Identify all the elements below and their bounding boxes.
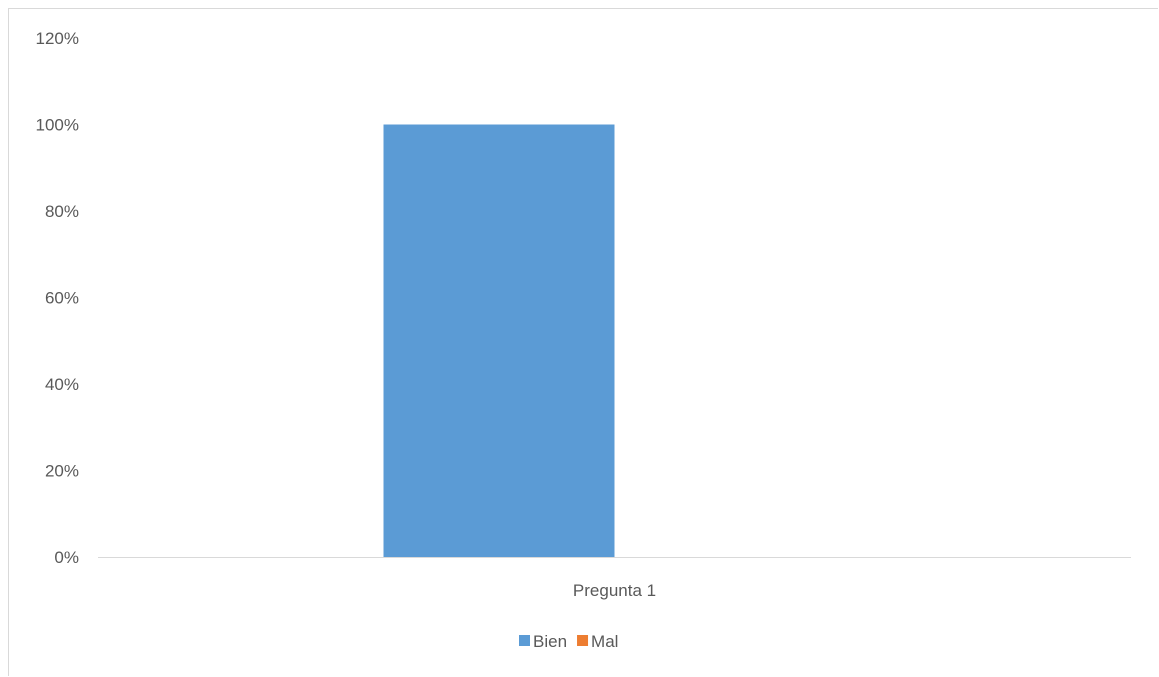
legend-swatch-bien — [519, 635, 530, 646]
y-tick-label: 0% — [54, 548, 79, 567]
y-tick-label: 40% — [45, 375, 79, 394]
y-tick-label: 60% — [45, 289, 79, 308]
bar-bien — [383, 124, 615, 557]
x-tick-label: Pregunta 1 — [573, 581, 656, 600]
legend-label-bien: Bien — [533, 632, 567, 651]
y-axis-tick-labels: 0% 20% 40% 60% 80% 100% 120% — [36, 29, 79, 567]
legend-label-mal: Mal — [591, 632, 618, 651]
y-tick-label: 80% — [45, 202, 79, 221]
y-tick-label: 20% — [45, 462, 79, 481]
y-tick-label: 120% — [36, 29, 79, 48]
x-axis-tick-labels: Pregunta 1 — [573, 581, 656, 600]
bars — [383, 124, 615, 557]
y-tick-label: 100% — [36, 116, 79, 135]
legend-swatch-mal — [577, 635, 589, 646]
legend: Bien Mal — [519, 632, 618, 651]
